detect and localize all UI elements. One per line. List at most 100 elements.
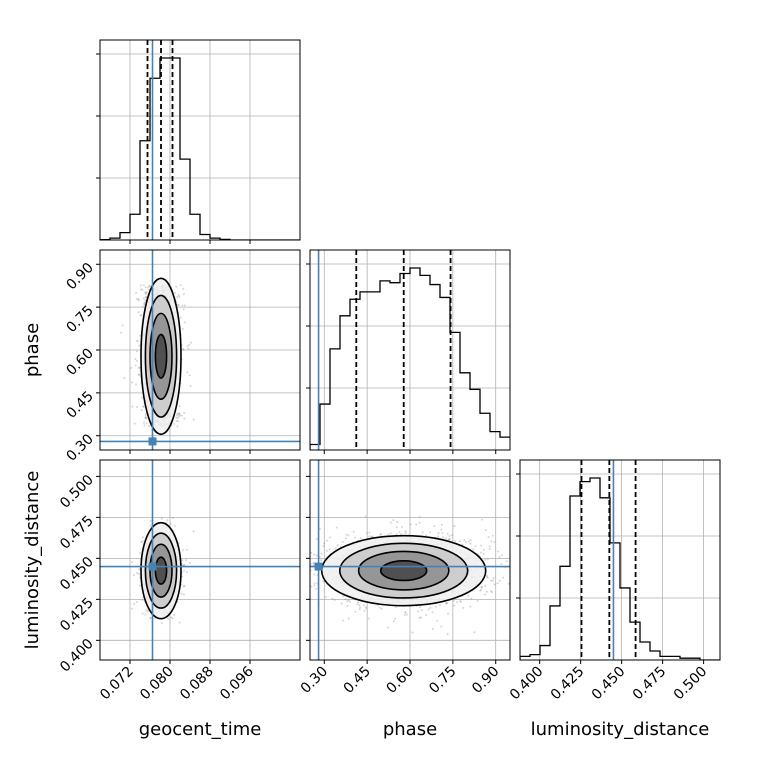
sample-point: [323, 542, 326, 545]
sample-point: [344, 537, 347, 540]
sample-point: [488, 547, 491, 550]
sample-point: [288, 590, 290, 592]
sample-point: [458, 540, 461, 543]
sample-point: [487, 535, 490, 538]
contour-line: [149, 543, 173, 598]
sample-point: [187, 347, 190, 350]
sample-point: [144, 414, 147, 417]
sample-point: [148, 285, 151, 288]
sample-point: [179, 414, 182, 417]
sample-point: [425, 613, 428, 616]
sample-point: [480, 585, 483, 588]
sample-point: [167, 617, 170, 620]
sample-point: [284, 555, 286, 557]
sample-point: [182, 287, 185, 290]
sample-point: [148, 284, 151, 287]
sample-point: [315, 537, 318, 540]
panel-frame: [99, 39, 301, 241]
sample-point: [346, 600, 349, 603]
sample-point: [131, 607, 134, 610]
sample-point: [447, 612, 450, 615]
sample-point: [143, 424, 146, 427]
x-tick-label: 0.080: [137, 664, 177, 704]
sample-point: [479, 589, 482, 592]
sample-point: [365, 607, 368, 610]
sample-point: [176, 425, 179, 428]
sample-point: [370, 535, 373, 538]
sample-point: [176, 412, 179, 415]
sample-point: [312, 561, 315, 564]
sample-point: [491, 534, 494, 537]
sample-point: [448, 538, 451, 541]
sample-point: [395, 533, 398, 536]
sample-point: [274, 540, 276, 542]
contour-line: [140, 277, 182, 436]
sample-point: [177, 294, 180, 297]
sample-point: [144, 293, 147, 296]
y-tick-label: 0.90: [63, 260, 96, 293]
sample-point: [170, 616, 173, 619]
sample-point: [183, 584, 186, 587]
density-fill: [155, 334, 167, 379]
sample-point: [175, 420, 178, 423]
contour-line: [144, 294, 178, 418]
sample-point: [467, 595, 470, 598]
sample-point: [131, 561, 134, 564]
sample-point: [178, 412, 181, 415]
sample-point: [378, 606, 381, 609]
sample-point: [484, 529, 487, 532]
sample-point: [326, 539, 329, 542]
sample-point: [480, 518, 483, 521]
histogram-panel-luminosity_distance: [520, 460, 720, 660]
sample-point: [295, 549, 297, 551]
sample-point: [352, 530, 355, 533]
sample-point: [178, 621, 181, 624]
sample-point: [440, 625, 443, 628]
sample-point: [445, 537, 448, 540]
sample-point: [186, 371, 189, 374]
sample-point: [346, 604, 349, 607]
sample-point: [166, 519, 169, 522]
sample-point: [177, 304, 180, 307]
sample-point: [144, 291, 147, 294]
sample-point: [183, 417, 186, 420]
x-tick-label: 0.45: [341, 664, 374, 697]
sample-point: [357, 601, 360, 604]
sample-point: [175, 416, 178, 419]
sample-point: [359, 536, 362, 539]
sample-point: [143, 302, 146, 305]
sample-point: [368, 535, 371, 538]
sample-point: [400, 525, 403, 528]
sample-point: [363, 609, 366, 612]
sample-point: [440, 528, 443, 531]
sample-point: [142, 297, 145, 300]
sample-point: [347, 534, 350, 537]
sample-point: [141, 612, 144, 615]
y-axis-label-luminosity-distance: luminosity_distance: [22, 471, 43, 650]
sample-point: [147, 424, 150, 427]
sample-point: [419, 616, 422, 619]
sample-point: [192, 418, 195, 421]
sample-point: [185, 548, 188, 551]
sample-point: [179, 316, 182, 319]
sample-point: [313, 573, 316, 576]
sample-point: [160, 621, 163, 624]
sample-point: [145, 291, 148, 294]
sample-point: [446, 633, 449, 636]
sample-point: [437, 535, 440, 538]
sample-point: [354, 610, 357, 613]
sample-point: [142, 405, 145, 408]
sample-point: [130, 381, 133, 384]
scatter-panel-phase-vs-luminosity_distance: [274, 460, 510, 660]
sample-point: [310, 585, 313, 588]
sample-point: [175, 285, 178, 288]
sample-point: [289, 553, 291, 555]
sample-point: [188, 343, 191, 346]
sample-point: [182, 585, 185, 588]
sample-point: [181, 327, 184, 330]
contour-line: [357, 550, 450, 591]
sample-point: [144, 613, 147, 616]
sample-point: [145, 417, 148, 420]
y-axis-label-phase: phase: [22, 323, 43, 377]
sample-point: [469, 538, 472, 541]
